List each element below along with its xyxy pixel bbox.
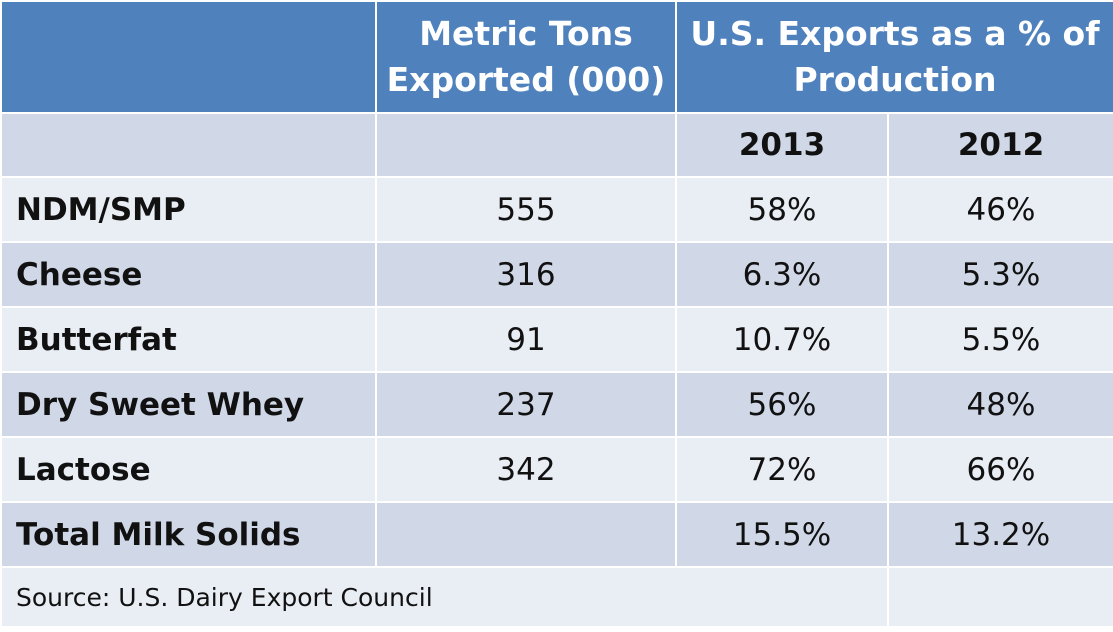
pct-2012-value: 5.5% [887, 306, 1113, 373]
year-row: 2013 2012 [0, 112, 1113, 178]
pct-2013-value: 72% [675, 436, 889, 503]
pct-2013-value: 6.3% [675, 241, 889, 308]
tons-value [375, 501, 677, 568]
pct-2012-value: 66% [887, 436, 1113, 503]
tons-value: 342 [375, 436, 677, 503]
table-row-total: Total Milk Solids 15.5% 13.2% [0, 501, 1113, 568]
source-row: Source: U.S. Dairy Export Council [0, 566, 1113, 628]
year-empty-cell [375, 112, 677, 178]
product-name: Lactose [0, 436, 377, 503]
pct-2012-value: 5.3% [887, 241, 1113, 308]
pct-2012-value: 13.2% [887, 501, 1113, 568]
table-row: Dry Sweet Whey 237 56% 48% [0, 371, 1113, 438]
tons-value: 237 [375, 371, 677, 438]
product-name: Butterfat [0, 306, 377, 373]
tons-value: 555 [375, 176, 677, 243]
pct-2013-value: 15.5% [675, 501, 889, 568]
table-row: Lactose 342 72% 66% [0, 436, 1113, 503]
year-2012: 2012 [887, 112, 1113, 178]
pct-2013-value: 56% [675, 371, 889, 438]
tons-value: 91 [375, 306, 677, 373]
product-name: Dry Sweet Whey [0, 371, 377, 438]
pct-2012-value: 46% [887, 176, 1113, 243]
year-2013: 2013 [675, 112, 889, 178]
table-row: Cheese 316 6.3% 5.3% [0, 241, 1113, 308]
source-empty-cell [887, 566, 1113, 628]
header-export-percent-label: U.S. Exports as a % of Production [690, 13, 1100, 99]
header-metric-tons-label: Metric Tons Exported (000) [386, 13, 666, 99]
year-empty-cell [0, 112, 377, 178]
tons-value: 316 [375, 241, 677, 308]
product-name: NDM/SMP [0, 176, 377, 243]
table-row: NDM/SMP 555 58% 46% [0, 176, 1113, 243]
pct-2012-value: 48% [887, 371, 1113, 438]
product-name: Cheese [0, 241, 377, 308]
header-row: Metric Tons Exported (000) U.S. Exports … [0, 0, 1113, 114]
header-metric-tons: Metric Tons Exported (000) [375, 0, 677, 114]
header-product-cell [0, 0, 377, 114]
pct-2013-value: 10.7% [675, 306, 889, 373]
source-note: Source: U.S. Dairy Export Council [0, 566, 889, 628]
product-name: Total Milk Solids [0, 501, 377, 568]
header-export-percent: U.S. Exports as a % of Production [675, 0, 1113, 114]
table-row: Butterfat 91 10.7% 5.5% [0, 306, 1113, 373]
pct-2013-value: 58% [675, 176, 889, 243]
